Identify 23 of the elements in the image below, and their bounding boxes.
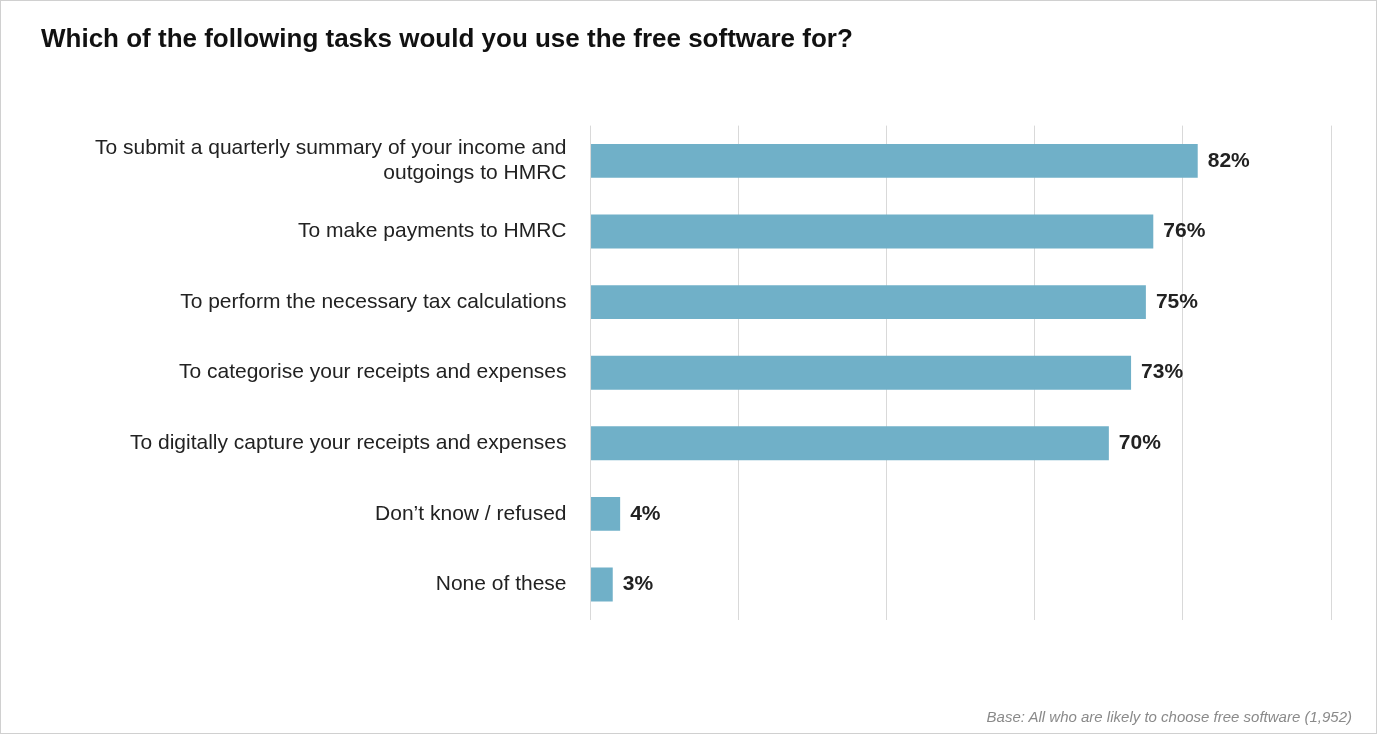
y-tick-label: To digitally capture your receipts and expenses: [129, 430, 567, 454]
bar: [591, 496, 621, 531]
y-tick-label: To categorise your receipts and expenses: [178, 359, 567, 383]
bar: [591, 426, 1109, 461]
data-label: 76%: [1163, 218, 1206, 242]
bar: [591, 285, 1146, 320]
y-tick-label: To submit a quarterly summary of your income and outgoings to HMRC: [94, 135, 567, 184]
y-tick-label: To perform the necessary tax calculations: [180, 288, 567, 312]
bar: [591, 214, 1154, 249]
data-label: 82%: [1207, 147, 1251, 171]
text: Base: All who are likely to choose free software (1,952): [986, 708, 1352, 725]
bar: [591, 355, 1132, 390]
y-tick-label: To make payments to HMRC: [298, 218, 567, 242]
data-label: 4%: [630, 500, 661, 524]
chart-title: Which of the following tasks would you use the free software for?: [41, 23, 853, 54]
bar: [591, 567, 613, 602]
data-label: 70%: [1118, 430, 1162, 454]
data-label: 75%: [1155, 288, 1199, 312]
data-label: 73%: [1141, 359, 1184, 383]
bar: [591, 143, 1198, 178]
data-label: 3%: [622, 571, 654, 595]
y-tick-label: Don’t know / refused: [375, 500, 567, 524]
y-tick-label: None of these: [435, 571, 567, 595]
